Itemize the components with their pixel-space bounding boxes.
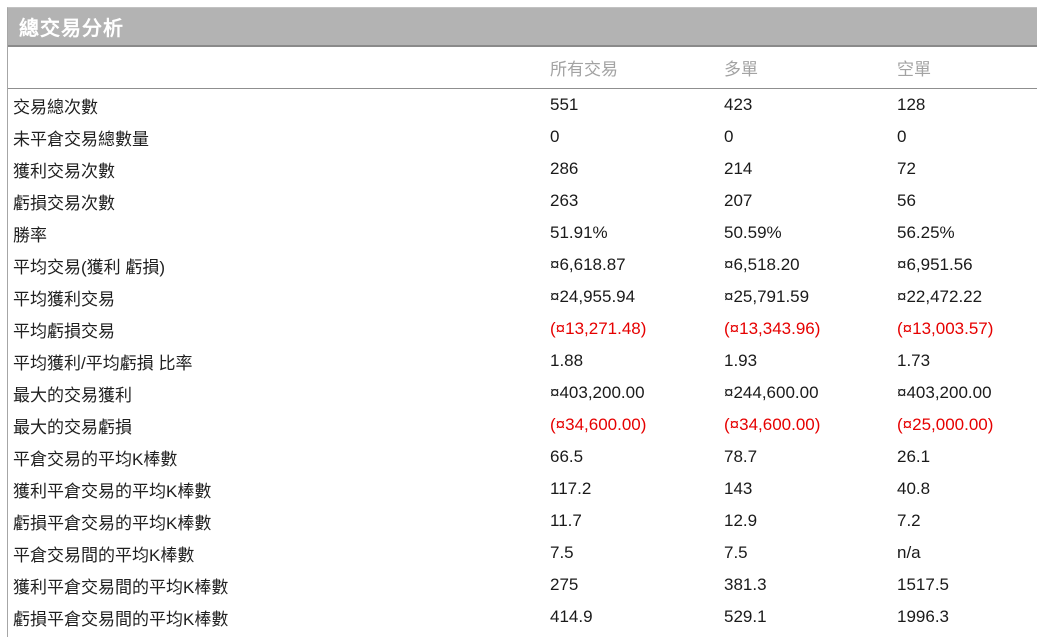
row-label: 平均虧損交易 (13, 321, 115, 341)
cell-all-trades: 414.9 (550, 607, 593, 626)
cell-long: 7.5 (724, 543, 748, 562)
cell-long: 50.59% (724, 223, 782, 242)
table-row: 未平倉交易總數量 0 0 0 (8, 121, 1037, 153)
column-header-all-trades: 所有交易 (550, 60, 618, 79)
cell-all-trades: 51.91% (550, 223, 608, 242)
cell-long: 381.3 (724, 575, 767, 594)
cell-long: 1.93 (724, 351, 758, 370)
cell-long: 78.7 (724, 447, 758, 466)
row-label: 虧損交易次數 (13, 193, 115, 213)
cell-all-trades: 117.2 (550, 479, 592, 498)
table-row: 平倉交易間的平均K棒數 7.5 7.5 n/a (8, 537, 1037, 569)
table-row: 交易總次數 551 423 128 (8, 89, 1037, 121)
table-row: 平均獲利交易 ¤24,955.94 ¤25,791.59 ¤22,472.22 (8, 281, 1037, 313)
table-row: 獲利平倉交易間的平均K棒數 275 381.3 1517.5 (8, 569, 1037, 601)
cell-short: n/a (897, 543, 921, 562)
cell-short: 7.2 (897, 511, 921, 530)
cell-all-trades: 263 (550, 191, 579, 210)
row-label: 未平倉交易總數量 (13, 129, 149, 149)
column-header-short: 空單 (897, 60, 931, 79)
cell-short: 56.25% (897, 223, 955, 242)
row-label: 平均獲利交易 (13, 289, 115, 309)
cell-all-trades: ¤6,618.87 (550, 255, 626, 274)
cell-short: 40.8 (897, 479, 931, 498)
cell-short: 1.73 (897, 351, 931, 370)
row-label: 交易總次數 (13, 97, 98, 117)
row-label: 虧損平倉交易的平均K棒數 (13, 513, 212, 533)
cell-short: 26.1 (897, 447, 931, 466)
cell-long: ¤25,791.59 (724, 287, 810, 306)
cell-all-trades: 1.88 (550, 351, 584, 370)
row-label: 平倉交易的平均K棒數 (13, 449, 178, 469)
table-row: 勝率 51.91% 50.59% 56.25% (8, 217, 1037, 249)
table-row: 平均交易(獲利 虧損) ¤6,618.87 ¤6,518.20 ¤6,951.5… (8, 249, 1037, 281)
table-row: 平均獲利/平均虧損 比率 1.88 1.93 1.73 (8, 345, 1037, 377)
panel-title-bar: 總交易分析 (8, 8, 1037, 47)
cell-long: 214 (724, 159, 753, 178)
cell-all-trades: (¤34,600.00) (550, 415, 647, 434)
table-row: 虧損平倉交易的平均K棒數 11.7 12.9 7.2 (8, 505, 1037, 537)
cell-long: 423 (724, 95, 753, 114)
cell-short: (¤25,000.00) (897, 415, 994, 434)
table-row: 平倉交易的平均K棒數 66.5 78.7 26.1 (8, 441, 1037, 473)
table-row: 平均虧損交易 (¤13,271.48) (¤13,343.96) (¤13,00… (8, 313, 1037, 345)
cell-short: 72 (897, 159, 916, 178)
cell-long: (¤13,343.96) (724, 319, 821, 338)
cell-long: ¤244,600.00 (724, 383, 819, 402)
cell-short: ¤6,951.56 (897, 255, 973, 274)
cell-short: 1517.5 (897, 575, 949, 594)
cell-all-trades: 286 (550, 159, 579, 178)
cell-long: (¤34,600.00) (724, 415, 821, 434)
table-row: 獲利平倉交易的平均K棒數 117.2 143 40.8 (8, 473, 1037, 505)
cell-all-trades: 11.7 (550, 511, 582, 530)
table-row: 虧損交易次數 263 207 56 (8, 185, 1037, 217)
cell-all-trades: 66.5 (550, 447, 584, 466)
cell-all-trades: ¤403,200.00 (550, 383, 645, 402)
cell-long: 529.1 (724, 607, 767, 626)
cell-short: 56 (897, 191, 916, 210)
row-label: 虧損平倉交易間的平均K棒數 (13, 609, 229, 629)
cell-all-trades: 7.5 (550, 543, 574, 562)
cell-all-trades: (¤13,271.48) (550, 319, 647, 338)
column-header-long: 多單 (724, 60, 758, 79)
cell-long: 12.9 (724, 511, 758, 530)
cell-long: ¤6,518.20 (724, 255, 800, 274)
cell-all-trades: 0 (550, 127, 560, 146)
table-row: 最大的交易虧損 (¤34,600.00) (¤34,600.00) (¤25,0… (8, 409, 1037, 441)
table-row: 最大的交易獲利 ¤403,200.00 ¤244,600.00 ¤403,200… (8, 377, 1037, 409)
row-label: 平均獲利/平均虧損 比率 (13, 353, 193, 373)
row-label: 最大的交易獲利 (13, 385, 132, 405)
table-row: 虧損平倉交易間的平均K棒數 414.9 529.1 1996.3 (8, 601, 1037, 633)
cell-all-trades: 275 (550, 575, 579, 594)
panel-title: 總交易分析 (19, 18, 124, 40)
cell-short: 1996.3 (897, 607, 949, 626)
cell-long: 143 (724, 479, 753, 498)
table-body: 交易總次數 551 423 128 未平倉交易總數量 0 0 0 獲利交易次數 … (8, 89, 1037, 633)
row-label: 勝率 (13, 225, 47, 245)
row-label: 平均交易(獲利 虧損) (13, 257, 166, 277)
row-label: 獲利平倉交易的平均K棒數 (13, 481, 212, 501)
cell-short: ¤403,200.00 (897, 383, 992, 402)
row-label: 獲利交易次數 (13, 161, 115, 181)
cell-short: 0 (897, 127, 907, 146)
cell-short: 128 (897, 95, 926, 114)
total-trades-analysis-panel: 總交易分析 所有交易 多單 空單 交易總次數 551 423 128 未平倉交易… (7, 7, 1037, 637)
row-label: 平倉交易間的平均K棒數 (13, 545, 195, 565)
cell-long: 0 (724, 127, 734, 146)
cell-all-trades: ¤24,955.94 (550, 287, 636, 306)
cell-long: 207 (724, 191, 753, 210)
table-row: 獲利交易次數 286 214 72 (8, 153, 1037, 185)
cell-short: ¤22,472.22 (897, 287, 983, 306)
row-label: 獲利平倉交易間的平均K棒數 (13, 577, 229, 597)
row-label: 最大的交易虧損 (13, 417, 132, 437)
cell-all-trades: 551 (550, 95, 579, 114)
cell-short: (¤13,003.57) (897, 319, 994, 338)
column-header-row: 所有交易 多單 空單 (8, 47, 1037, 89)
